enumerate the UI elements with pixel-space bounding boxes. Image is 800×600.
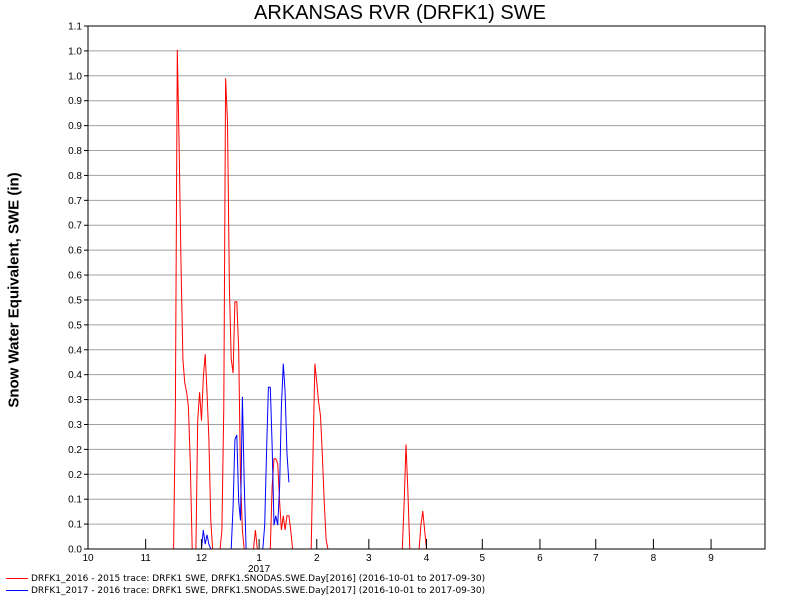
plot-frame [87, 25, 766, 550]
x-tick-label: 5 [480, 553, 486, 564]
y-tick-label: 0.4 [68, 345, 82, 356]
legend-swatch-red [6, 578, 28, 579]
y-tick-label: 1.1 [68, 22, 82, 33]
x-tick-label: 12 [196, 553, 208, 564]
y-tick-label: 0.1 [68, 520, 82, 531]
x-tick-label: 3 [366, 553, 372, 564]
y-tick-label: 0.4 [68, 370, 82, 381]
y-tick-label: 0.6 [68, 271, 82, 282]
gridlines [88, 50, 765, 525]
x-tick-label: 2 [314, 553, 320, 564]
axis-ticks: 0.0 0.1 0.1 0.2 0.2 0.3 0.3 0.4 0.4 0.5 0.5 0.6 0.6 0… [68, 22, 714, 576]
y-tick-label: 1.0 [68, 71, 82, 82]
y-tick-label: 0.9 [68, 121, 82, 132]
y-tick-label: 0.8 [68, 146, 82, 157]
y-tick-label: 0.5 [68, 295, 82, 306]
y-tick-label: 0.5 [68, 320, 82, 331]
legend-label-series-1: DRFK1_2016 - 2015 trace: DRFK1 SWE, DRFK… [31, 574, 486, 584]
x-tick-label: 11 [140, 553, 151, 564]
legend-entry-series-1: DRFK1_2016 - 2015 trace: DRFK1 SWE, DRFK… [6, 574, 485, 584]
x-year-label: 2017 [248, 564, 271, 575]
y-tick-label: 0.0 [68, 545, 82, 556]
x-tick-label: 7 [593, 553, 599, 564]
y-tick-label: 0.7 [68, 196, 82, 207]
y-tick-label: 0.7 [68, 221, 82, 232]
y-tick-label: 1.0 [68, 46, 82, 57]
legend-entry-series-2: DRFK1_2017 - 2016 trace: DRFK1 SWE, DRFK… [6, 586, 485, 596]
x-tick-label: 1 [256, 553, 262, 564]
x-tick-label: 10 [82, 553, 94, 564]
y-tick-label: 0.3 [68, 420, 82, 431]
legend-swatch-blue [6, 590, 28, 591]
y-tick-label: 0.2 [68, 445, 82, 456]
x-tick-label: 6 [537, 553, 543, 564]
y-tick-label: 0.9 [68, 96, 82, 107]
chart-title: ARKANSAS RVR (DRFK1) SWE [254, 2, 546, 24]
x-tick-label: 9 [708, 553, 714, 564]
y-tick-label: 0.3 [68, 395, 82, 406]
y-tick-label: 0.8 [68, 171, 82, 182]
y-tick-label: 0.1 [68, 495, 82, 506]
series-line-2 [201, 363, 290, 550]
y-tick-label: 0.6 [68, 246, 82, 257]
x-tick-label: 4 [424, 553, 430, 564]
x-tick-label: 8 [651, 553, 657, 564]
legend-label-series-2: DRFK1_2017 - 2016 trace: DRFK1 SWE, DRFK… [31, 586, 486, 596]
y-tick-label: 0.2 [68, 470, 82, 481]
